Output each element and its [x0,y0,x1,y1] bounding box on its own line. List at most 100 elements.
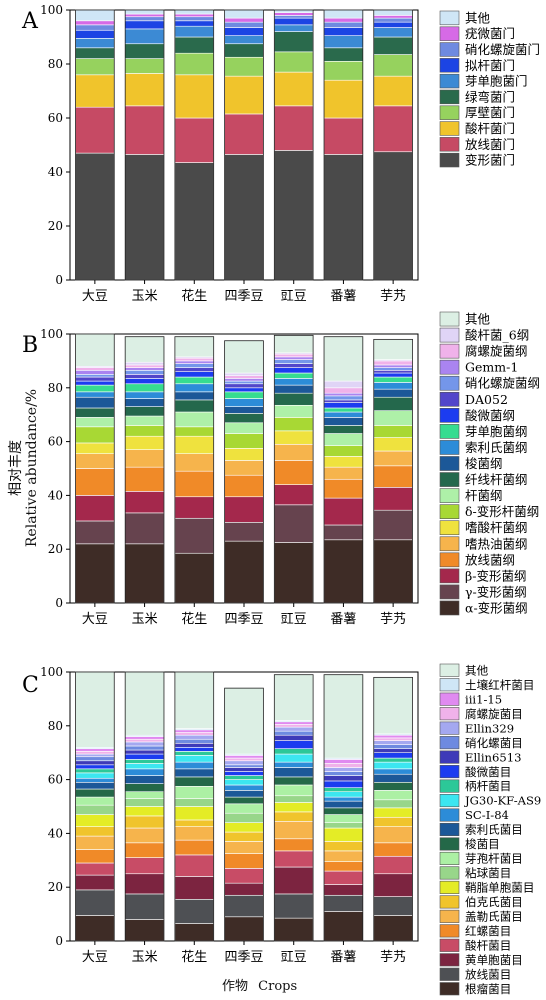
bar-segment [323,759,364,764]
bar-segment [124,28,165,45]
legend-label: 放线菌目 [465,967,511,981]
y-tick-label: 80 [48,381,63,395]
legend-label: 放线菌门 [465,137,515,152]
y-tick-label: 80 [48,57,63,71]
bar-segment [323,380,364,389]
bar-segment [373,757,413,763]
bar-segment [124,857,165,875]
bar-segment [274,460,314,485]
bar-segment [174,25,214,38]
legend-label: 梭菌纲 [465,456,503,471]
bar-segment [323,27,364,36]
bar-segment [274,734,314,741]
legend-label: 芽单胞菌纲 [465,424,528,439]
bar-segment [174,899,214,924]
legend-swatch [439,866,460,880]
bar-segment [323,407,364,413]
legend-swatch [439,895,460,909]
bar-segment [75,543,115,604]
bar-segment [174,923,214,942]
bar-segment [274,417,314,432]
legend-swatch [439,600,460,616]
bar-segment [224,448,264,461]
bar-segment [75,788,115,798]
bar-segment [75,370,115,375]
bar-segment [274,356,314,360]
bar-segment [224,372,264,376]
bar-segment [323,841,364,852]
bar-segment [373,768,413,775]
bar-segment [75,495,115,522]
bar-segment [373,9,413,16]
legend-label: 芽单胞菌门 [465,74,528,89]
x-tick-label: 芋艿 [380,611,406,627]
bar-segment [75,826,115,837]
legend-swatch [439,967,460,981]
bar-segment [323,336,364,382]
bar-segment [174,747,214,752]
x-tick-label: 四季豆 [224,289,263,304]
bar-segment [124,425,165,437]
legend-label: 厚壁菌门 [465,105,515,120]
legend-label: 鞘脂单胞菌目 [465,881,534,895]
bar-segment [323,850,364,862]
bar-segment [323,395,364,401]
bar-segment [224,391,264,399]
legend-label: Ellin329 [465,721,514,735]
legend-label: 梭菌目 [465,837,500,851]
bar-segment [274,504,314,543]
y-tick-label: 100 [40,3,63,17]
bar-segment [174,786,214,799]
legend-label: γ-变形菌纲 [465,584,527,599]
bar-segment [373,855,413,875]
bar-segment [323,117,364,155]
legend-swatch [439,152,460,168]
bar-segment [323,796,364,802]
bar-segment [224,9,264,19]
bar-segment [274,740,314,749]
bar-segment [75,407,115,418]
bar-segment [274,542,314,604]
bar-segment [274,748,314,755]
bar-segment [373,339,413,360]
bar-segment [174,162,214,281]
bar-segment [224,75,264,115]
legend-label: 红螺菌目 [465,924,511,938]
legend-swatch [439,359,460,375]
bar-segment [224,916,264,942]
bar-segment [373,15,413,19]
bar-segment [373,36,413,55]
bar-segment [274,795,314,803]
bar-segment [274,335,314,354]
bar-segment [323,822,364,829]
bar-segment [124,16,165,22]
bar-segment [174,363,214,368]
bar-segment [75,426,115,444]
legend-swatch [439,552,460,568]
bar-segment [124,783,165,793]
bar-segment [224,796,264,805]
bar-segment [224,775,264,780]
bar-segment [124,336,165,363]
bar-segment [274,363,314,368]
bar-segment [224,398,264,407]
bar-segment [174,16,214,22]
bar-segment [323,466,364,480]
y-tick-label: 0 [55,273,63,287]
bar-segment [373,842,413,857]
bar-segment [174,74,214,119]
x-tick-label: 玉米 [132,612,158,627]
bar-segment [323,814,364,823]
bar-segment [75,333,115,367]
legend-swatch [439,909,460,923]
y-tick-label: 60 [48,773,63,787]
bar-segment [323,9,364,19]
legend-label: 索利氏菌纲 [465,440,528,455]
x-tick-label: 四季豆 [224,950,263,965]
legend-label: JG30-KF-AS9 [464,794,541,808]
legend-swatch [439,584,460,600]
legend-swatch [439,424,460,439]
legend-swatch [439,58,460,73]
legend-label: 芽孢杆菌目 [465,852,523,866]
